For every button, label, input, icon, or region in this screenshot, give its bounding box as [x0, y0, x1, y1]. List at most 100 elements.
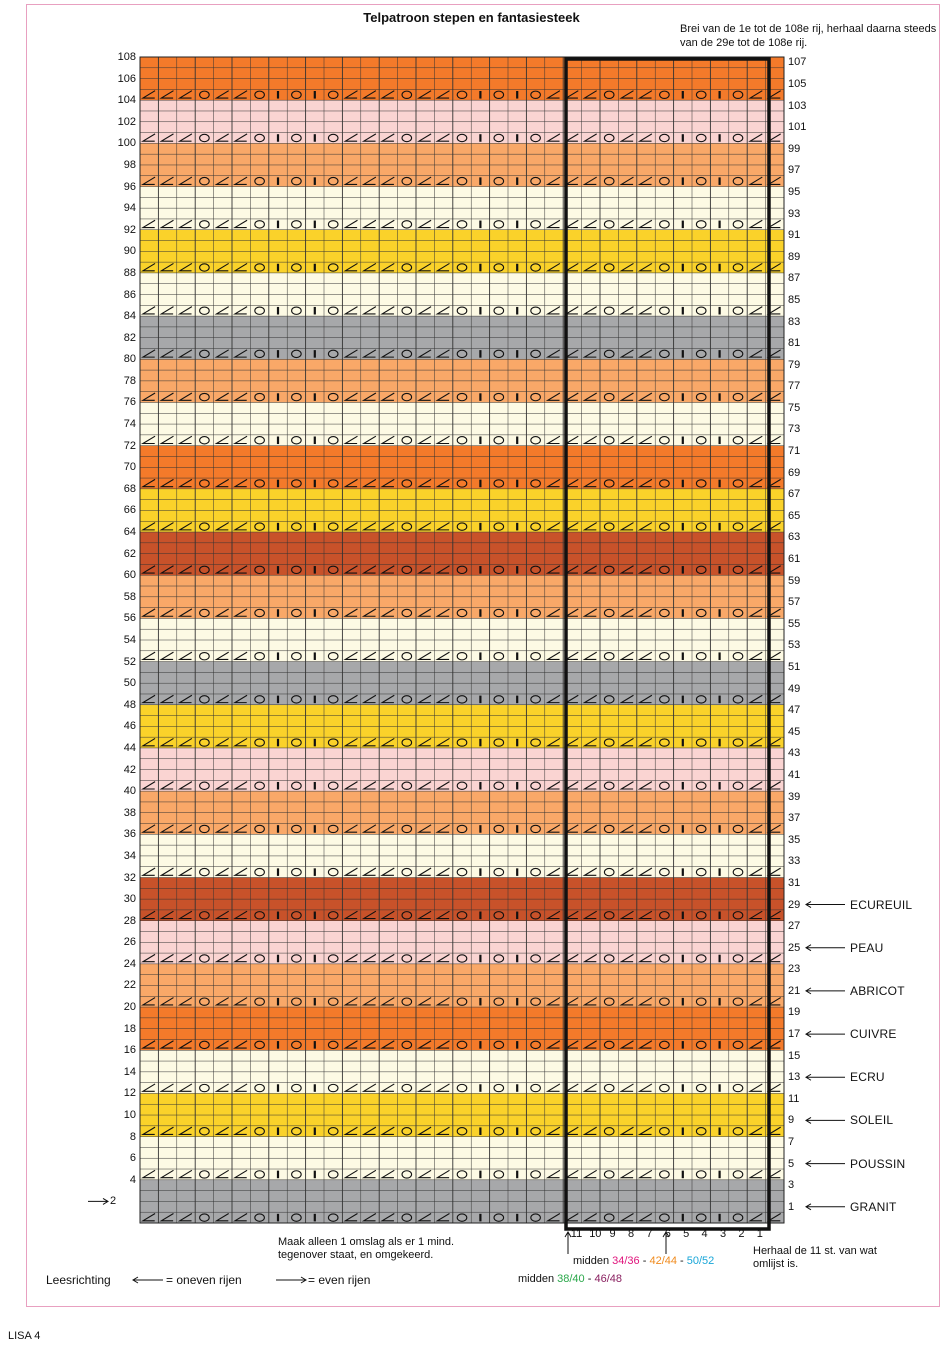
decrease-symbol [232, 1169, 248, 1179]
decrease-symbol [582, 262, 597, 272]
decrease-symbol [159, 435, 174, 445]
yarn-over-symbol [659, 781, 670, 790]
decrease-symbol [159, 565, 174, 574]
yarn-over-symbol [530, 695, 541, 704]
yarn-over-symbol [199, 436, 210, 445]
decrease-symbol [380, 1213, 395, 1222]
yarn-over-symbol [493, 1040, 505, 1050]
yarn-over-symbol [401, 954, 413, 963]
row-number-84: 84 [123, 310, 136, 323]
decrease-symbol [545, 262, 561, 272]
decrease-symbol [637, 953, 653, 963]
decrease-symbol [637, 1126, 653, 1136]
yarn-over-symbol [327, 522, 339, 531]
yarn-over-symbol [401, 263, 413, 272]
color-label-poussin: POUSSIN [850, 1156, 906, 1171]
decrease-symbol [582, 867, 597, 876]
decrease-symbol [435, 176, 450, 185]
decrease-symbol [435, 867, 450, 876]
decrease-symbol [619, 392, 634, 401]
row-number-42: 42 [123, 763, 136, 776]
decrease-symbol [140, 133, 156, 142]
row-number-16: 16 [123, 1044, 136, 1057]
decrease-symbol [416, 1169, 432, 1179]
decrease-symbol [582, 1213, 597, 1222]
row-number-35: 35 [788, 833, 801, 846]
decrease-symbol [140, 997, 156, 1006]
yarn-over-symbol [695, 824, 707, 834]
row-number-8: 8 [129, 1130, 136, 1143]
yarn-over-symbol [199, 1170, 210, 1179]
decrease-symbol [545, 219, 561, 229]
decrease-symbol [416, 565, 432, 574]
yarn-over-symbol [695, 565, 707, 575]
yarn-over-symbol [327, 392, 339, 402]
yarn-over-symbol [732, 867, 744, 877]
decrease-symbol [545, 176, 561, 185]
decrease-symbol [545, 349, 561, 358]
decrease-symbol [380, 90, 395, 99]
decrease-symbol [619, 737, 634, 747]
yarn-over-symbol [493, 436, 505, 445]
size-42-44: 42/44 [649, 1255, 677, 1267]
yarn-over-symbol [199, 349, 210, 359]
yarn-over-symbol [199, 133, 210, 143]
yarn-over-symbol [530, 738, 541, 747]
decrease-symbol [159, 781, 174, 790]
yarn-over-symbol [493, 911, 505, 920]
decrease-symbol [361, 478, 377, 488]
yarn-over-symbol [327, 1213, 339, 1222]
decrease-symbol [343, 867, 358, 876]
color-label-arrow [805, 1117, 845, 1124]
chart-title: Telpatroon stepen en fantasiesteek [363, 10, 580, 25]
yarn-over-symbol [530, 651, 541, 661]
decrease-symbol [545, 435, 561, 445]
yarn-over-symbol [327, 263, 339, 272]
yarn-over-symbol [199, 781, 210, 790]
decrease-symbol [416, 694, 432, 704]
decrease-symbol [343, 781, 358, 790]
yarn-over-symbol [530, 608, 541, 618]
yarn-over-symbol [327, 349, 339, 359]
row-number-76: 76 [123, 396, 136, 409]
yarn-over-symbol [530, 479, 541, 488]
yarn-over-symbol [291, 824, 302, 834]
decrease-symbol [637, 694, 653, 704]
repeat-stitch-7: 7 [646, 1228, 653, 1240]
yarn-over-symbol [695, 997, 707, 1006]
decrease-symbol [140, 608, 156, 617]
decrease-symbol [361, 953, 377, 963]
decrease-symbol [232, 219, 248, 229]
decrease-symbol [159, 219, 174, 229]
decrease-symbol [637, 133, 653, 142]
yarn-over-symbol [199, 695, 210, 704]
yarn-over-symbol [254, 306, 265, 315]
row-number-34: 34 [123, 849, 136, 862]
decrease-symbol [361, 219, 377, 229]
yarn-over-symbol [659, 436, 670, 445]
yarn-over-symbol [254, 1127, 265, 1136]
decrease-symbol [177, 219, 193, 229]
yarn-over-symbol [291, 608, 302, 618]
yarn-over-symbol [291, 1040, 302, 1050]
decrease-symbol [545, 651, 561, 660]
yarn-over-symbol [456, 392, 468, 402]
decrease-symbol [343, 953, 358, 963]
decrease-symbol [159, 824, 174, 833]
row-number-28: 28 [123, 914, 136, 927]
decrease-symbol [619, 953, 634, 963]
decrease-symbol [380, 219, 395, 229]
yarn-over-symbol [199, 565, 210, 575]
decrease-symbol [140, 1169, 156, 1179]
decrease-symbol [435, 565, 450, 574]
yarn-over-symbol [530, 1083, 541, 1093]
yarn-over-symbol [199, 997, 210, 1006]
yarn-over-symbol [530, 133, 541, 143]
row-number-31: 31 [788, 876, 801, 889]
yarn-over-symbol [659, 954, 670, 963]
row-number-86: 86 [123, 288, 136, 301]
row-number-43: 43 [788, 747, 801, 760]
yarn-over-symbol [530, 824, 541, 834]
yarn-over-symbol [603, 1083, 615, 1093]
decrease-symbol [637, 90, 653, 99]
